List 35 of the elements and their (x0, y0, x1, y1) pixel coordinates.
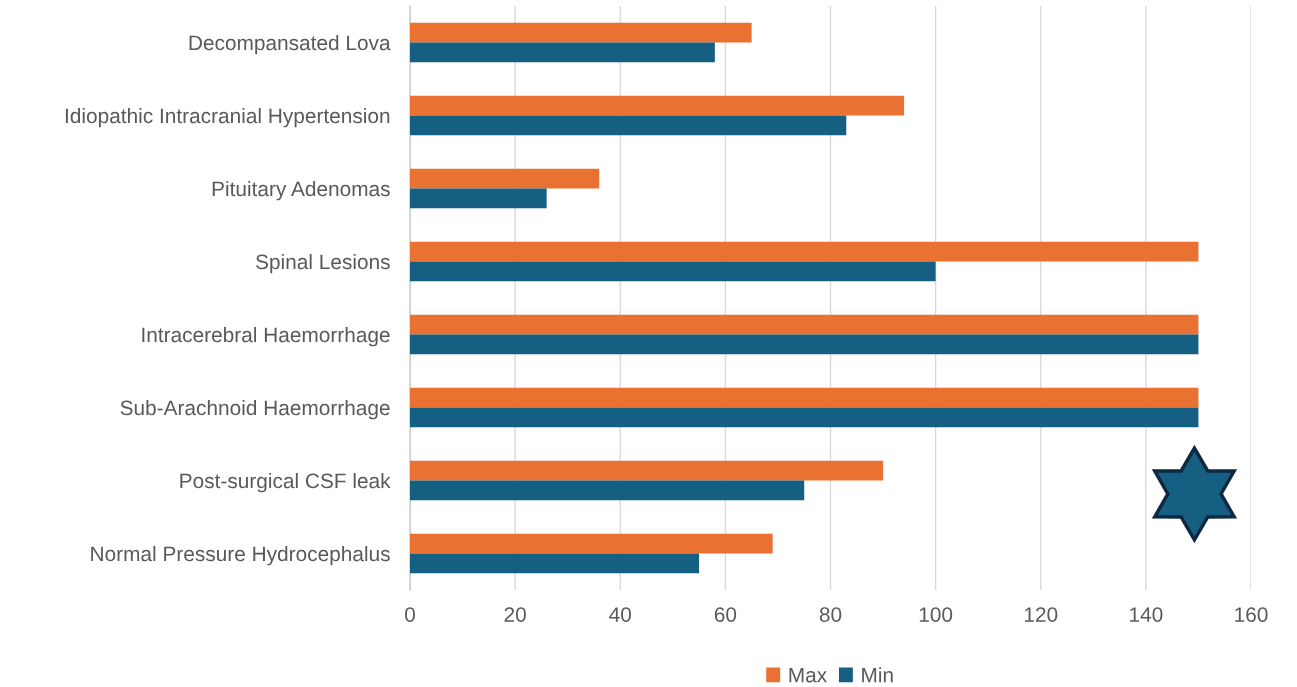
bar (410, 115, 847, 136)
x-tick-label: 0 (405, 607, 415, 622)
y-tick-label: Decompansated Lova (189, 34, 391, 55)
bar (410, 480, 805, 501)
y-tick-label: Post-surgical CSF leak (180, 472, 391, 493)
bar (410, 168, 600, 189)
x-tick-label: 20 (504, 607, 526, 622)
x-tick-label: 40 (609, 607, 632, 622)
x-tick-label: 100 (919, 607, 953, 622)
bar (410, 533, 773, 554)
bar (410, 22, 752, 43)
y-tick-label: Idiopathic Intracranial Hypertension (65, 107, 390, 128)
bar (410, 460, 884, 481)
x-tick-label: 160 (1235, 607, 1268, 622)
bar (410, 188, 547, 209)
x-tick-label: 120 (1024, 607, 1058, 622)
bar (410, 553, 700, 574)
x-tick-label: 60 (714, 607, 737, 622)
bar (410, 42, 715, 63)
bar (410, 334, 1199, 355)
legend-label: Min (862, 667, 893, 683)
y-tick-label: Intracerebral Haemorrhage (142, 326, 390, 347)
bar (410, 241, 1199, 262)
y-tick-label: Pituitary Adenomas (212, 180, 390, 201)
x-tick-label: 140 (1130, 607, 1163, 622)
bar (410, 387, 1199, 408)
legend-label: Max (789, 667, 827, 683)
bar (410, 95, 905, 116)
bar (410, 407, 1199, 428)
bar (410, 314, 1199, 335)
x-tick-label: 80 (819, 607, 842, 622)
y-tick-label: Sub-Arachnoid Haemorrhage (120, 399, 390, 420)
y-tick-label: Spinal Lesions (256, 253, 390, 274)
bar (410, 261, 936, 282)
y-tick-label: Normal Pressure Hydrocephalus (91, 545, 390, 566)
